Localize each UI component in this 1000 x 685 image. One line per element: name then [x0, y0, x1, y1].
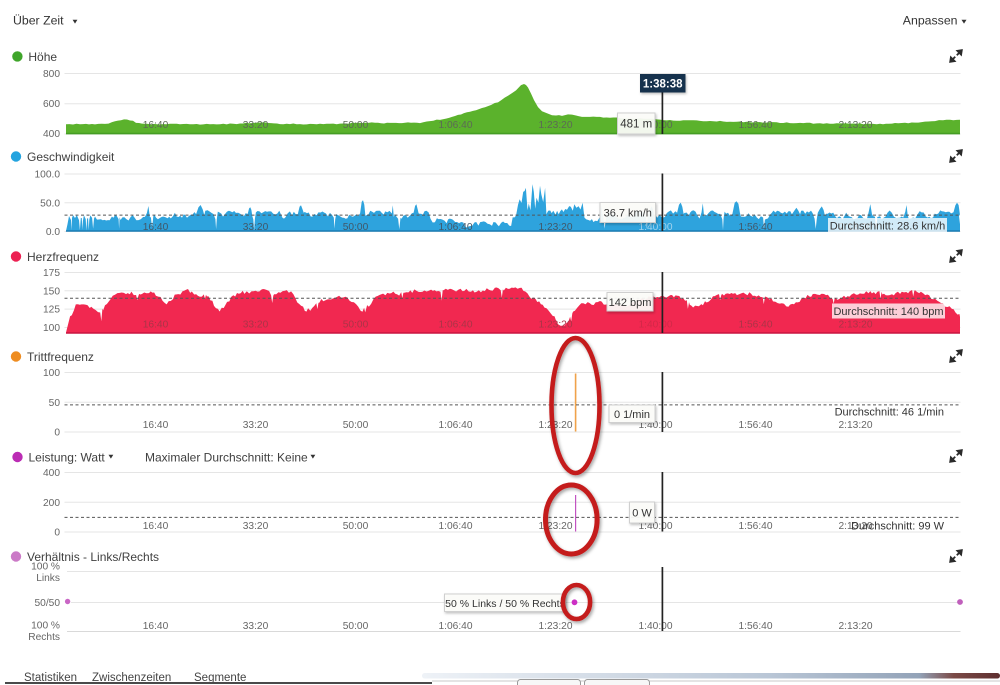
svg-text:0 W: 0 W — [632, 508, 652, 520]
svg-text:1:06:40: 1:06:40 — [439, 222, 473, 233]
svg-text:Durchschnitt: 140 bpm: Durchschnitt: 140 bpm — [833, 306, 943, 318]
svg-text:Links: Links — [36, 573, 60, 584]
svg-text:2:13:20: 2:13:20 — [839, 420, 873, 431]
svg-text:150: 150 — [43, 286, 60, 297]
svg-text:16:40: 16:40 — [143, 420, 169, 431]
svg-text:1:40:00: 1:40:00 — [639, 621, 673, 632]
svg-text:Durchschnitt: 46 1/min: Durchschnitt: 46 1/min — [835, 407, 944, 419]
svg-text:2:13:20: 2:13:20 — [839, 120, 873, 131]
svg-text:Durchschnitt: 99 W: Durchschnitt: 99 W — [851, 521, 945, 533]
svg-text:Herzfrequenz: Herzfrequenz — [27, 250, 99, 264]
svg-text:33:20: 33:20 — [243, 621, 269, 632]
svg-text:0.0: 0.0 — [46, 227, 60, 238]
svg-text:125: 125 — [43, 305, 60, 316]
svg-text:36.7 km/h: 36.7 km/h — [604, 208, 652, 220]
svg-text:1:56:40: 1:56:40 — [739, 320, 773, 331]
svg-text:Trittfrequenz: Trittfrequenz — [27, 350, 94, 364]
svg-text:100 %: 100 % — [31, 562, 60, 573]
svg-text:1:38:38: 1:38:38 — [643, 79, 683, 91]
svg-text:16:40: 16:40 — [143, 120, 169, 131]
svg-text:Geschwindigkeit: Geschwindigkeit — [27, 150, 115, 164]
svg-text:Anpassen: Anpassen — [903, 14, 958, 28]
svg-text:Zwischenzeiten: Zwischenzeiten — [92, 672, 171, 684]
svg-text:Maximaler Durchschnitt: Keine: Maximaler Durchschnitt: Keine — [145, 451, 308, 465]
svg-text:100: 100 — [43, 368, 60, 379]
svg-text:50:00: 50:00 — [343, 120, 369, 131]
svg-text:50:00: 50:00 — [343, 521, 369, 532]
svg-text:50 % Links / 50 % Rechts: 50 % Links / 50 % Rechts — [445, 598, 565, 610]
svg-text:1:06:40: 1:06:40 — [439, 320, 473, 331]
svg-text:1:23:20: 1:23:20 — [539, 120, 573, 131]
svg-text:1:56:40: 1:56:40 — [739, 521, 773, 532]
svg-text:0: 0 — [54, 428, 60, 439]
svg-text:50/50: 50/50 — [35, 598, 61, 609]
svg-text:1:56:40: 1:56:40 — [739, 222, 773, 233]
svg-text:1:06:40: 1:06:40 — [439, 420, 473, 431]
svg-text:0: 0 — [54, 528, 60, 539]
svg-text:50:00: 50:00 — [343, 320, 369, 331]
svg-text:1:40:00: 1:40:00 — [639, 120, 673, 131]
svg-text:1:23:20: 1:23:20 — [539, 420, 573, 431]
svg-text:1:23:20: 1:23:20 — [539, 621, 573, 632]
svg-text:16:40: 16:40 — [143, 320, 169, 331]
svg-text:50.0: 50.0 — [40, 198, 60, 209]
svg-text:50:00: 50:00 — [343, 222, 369, 233]
svg-text:2:13:20: 2:13:20 — [839, 320, 873, 331]
svg-text:50:00: 50:00 — [343, 420, 369, 431]
svg-text:1:06:40: 1:06:40 — [439, 521, 473, 532]
svg-text:1:56:40: 1:56:40 — [739, 120, 773, 131]
svg-text:1:06:40: 1:06:40 — [439, 120, 473, 131]
svg-text:2:13:20: 2:13:20 — [839, 621, 873, 632]
svg-text:33:20: 33:20 — [243, 521, 269, 532]
svg-text:100 %: 100 % — [31, 621, 60, 632]
svg-text:400: 400 — [43, 468, 60, 479]
svg-text:Höhe: Höhe — [28, 50, 57, 64]
svg-text:100.0: 100.0 — [35, 170, 61, 181]
svg-text:50: 50 — [49, 398, 61, 409]
svg-text:400: 400 — [43, 129, 60, 140]
svg-text:Verhältnis - Links/Rechts: Verhältnis - Links/Rechts — [27, 550, 159, 564]
svg-text:Rechts: Rechts — [28, 632, 60, 643]
svg-text:2:13:20: 2:13:20 — [839, 521, 873, 532]
svg-text:1:23:20: 1:23:20 — [539, 320, 573, 331]
svg-text:0 1/min: 0 1/min — [614, 409, 650, 421]
svg-text:1:23:20: 1:23:20 — [539, 222, 573, 233]
svg-text:33:20: 33:20 — [243, 222, 269, 233]
svg-text:Statistiken: Statistiken — [24, 672, 77, 684]
svg-text:1:40:00: 1:40:00 — [639, 521, 673, 532]
svg-text:1:40:00: 1:40:00 — [639, 320, 673, 331]
svg-text:Segmente: Segmente — [194, 672, 246, 684]
svg-text:33:20: 33:20 — [243, 320, 269, 331]
svg-text:800: 800 — [43, 69, 60, 80]
svg-text:33:20: 33:20 — [243, 420, 269, 431]
svg-text:1:56:40: 1:56:40 — [739, 621, 773, 632]
svg-text:142 bpm: 142 bpm — [609, 297, 652, 309]
svg-text:1:56:40: 1:56:40 — [739, 420, 773, 431]
svg-text:33:20: 33:20 — [243, 120, 269, 131]
svg-text:200: 200 — [43, 498, 60, 509]
svg-text:16:40: 16:40 — [143, 222, 169, 233]
svg-text:481 m: 481 m — [620, 119, 652, 131]
svg-text:Durchschnitt: 28.6 km/h: Durchschnitt: 28.6 km/h — [830, 221, 946, 233]
svg-text:50:00: 50:00 — [343, 621, 369, 632]
svg-text:Über Zeit: Über Zeit — [13, 14, 64, 28]
svg-text:16:40: 16:40 — [143, 621, 169, 632]
svg-text:1:40:00: 1:40:00 — [639, 222, 673, 233]
svg-text:16:40: 16:40 — [143, 521, 169, 532]
svg-text:1:23:20: 1:23:20 — [539, 521, 573, 532]
svg-text:175: 175 — [43, 268, 60, 279]
svg-text:100: 100 — [43, 323, 60, 334]
svg-text:Leistung: Watt: Leistung: Watt — [29, 451, 106, 465]
svg-text:1:06:40: 1:06:40 — [439, 621, 473, 632]
svg-text:600: 600 — [43, 99, 60, 110]
svg-text:1:40:00: 1:40:00 — [639, 420, 673, 431]
